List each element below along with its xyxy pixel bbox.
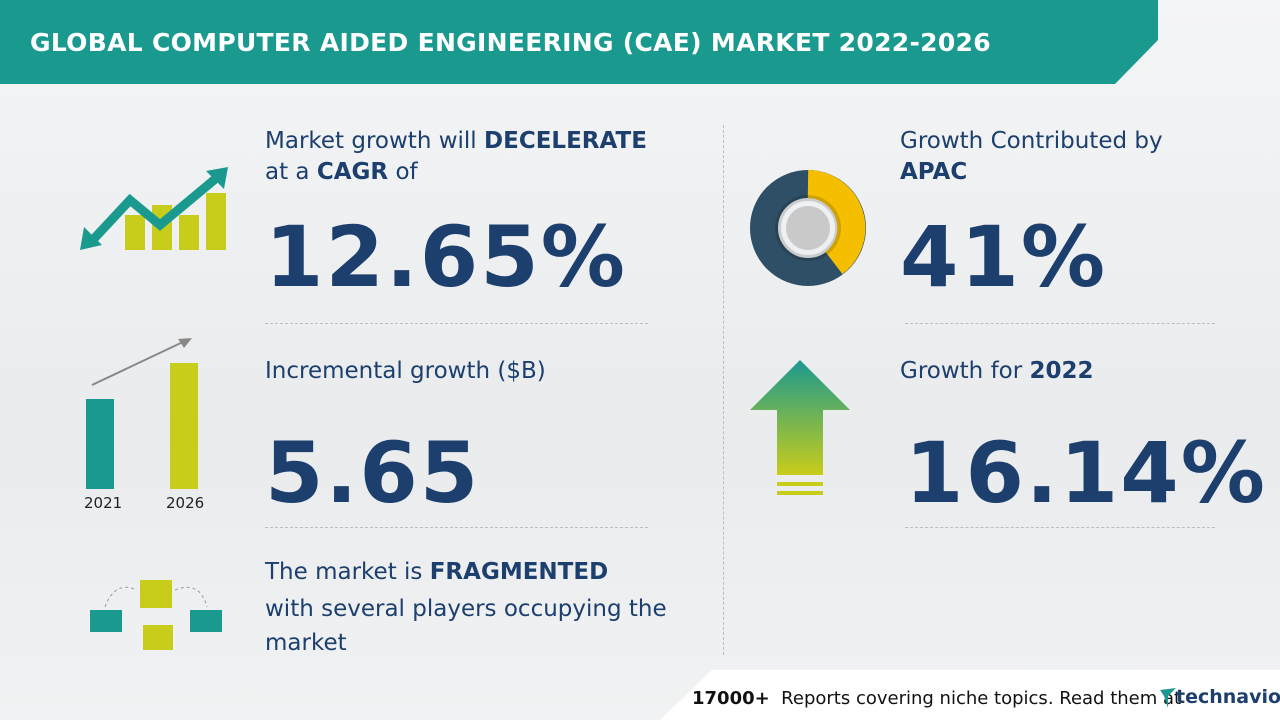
separator — [265, 527, 648, 528]
separator — [265, 323, 648, 324]
growth-year-value: 16.14% — [905, 424, 1267, 522]
cagr-line2: at a CAGR of — [265, 157, 418, 188]
title: GLOBAL COMPUTER AIDED ENGINEERING (CAE) … — [30, 28, 991, 57]
count: 17000+ — [692, 688, 770, 709]
emphasis: DECELERATE — [484, 128, 647, 154]
incremental-value: 5.65 — [265, 424, 481, 522]
text: at a — [265, 159, 310, 185]
text: of — [395, 159, 418, 185]
divider — [723, 125, 724, 655]
donut-icon — [750, 170, 866, 286]
separator — [905, 323, 1215, 324]
bar-label: 2021 — [84, 494, 123, 512]
bar-label: 2026 — [166, 494, 205, 512]
emphasis: 2022 — [1029, 358, 1094, 384]
trend-icon — [80, 167, 228, 250]
emphasis: CAGR — [316, 159, 389, 185]
header-banner — [0, 0, 1158, 84]
brand-logo — [1160, 688, 1176, 708]
bars-icon — [86, 338, 198, 489]
players-icon — [90, 580, 222, 650]
brand: technavio — [1176, 686, 1280, 708]
emphasis: FRAGMENTED — [429, 559, 609, 585]
footer-text: 17000+ Reports covering niche topics. Re… — [692, 688, 1181, 709]
cagr-line1: Market growth will DECELERATE — [265, 126, 647, 157]
cagr-value: 12.65% — [265, 208, 627, 306]
fragmented-line1: The market is FRAGMENTED — [265, 557, 608, 588]
fragmented-line2: with several players occupying the marke… — [265, 596, 667, 656]
growth-year-line: Growth for 2022 — [900, 356, 1094, 387]
region-value: 41% — [900, 208, 1108, 306]
text: Market growth will — [265, 128, 477, 154]
region-label: Growth Contributed by — [900, 128, 1163, 154]
text: The market is — [265, 559, 423, 585]
arrow-icon — [750, 360, 850, 495]
text: Growth for — [900, 358, 1023, 384]
separator — [905, 527, 1215, 528]
region-name: APAC — [900, 159, 968, 185]
footer-band — [660, 670, 1280, 720]
text: Reports covering niche topics. Read them… — [781, 688, 1182, 709]
incremental-label: Incremental growth ($B) — [265, 358, 546, 384]
